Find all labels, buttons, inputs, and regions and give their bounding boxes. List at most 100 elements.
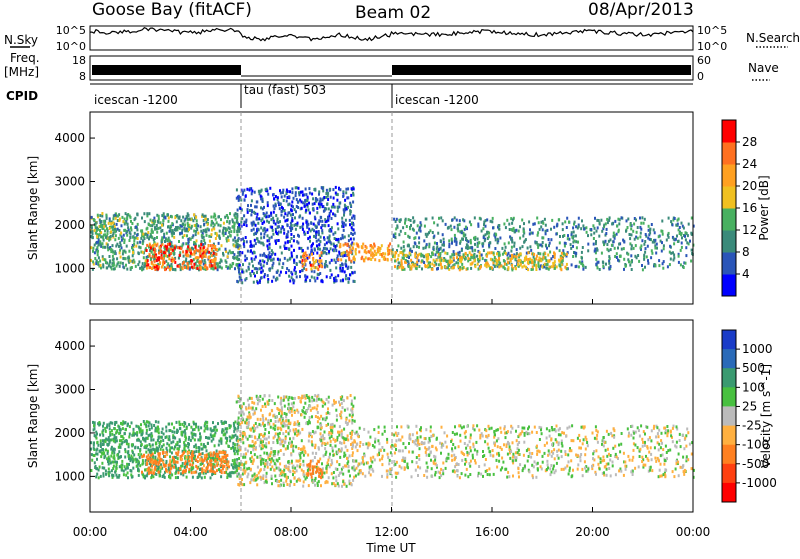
velocity-cell — [229, 436, 231, 439]
power-cell — [238, 199, 240, 202]
power-cell — [146, 267, 148, 270]
velocity-cell — [158, 435, 160, 438]
velocity-cell — [119, 439, 121, 442]
velocity-cell — [144, 445, 146, 448]
power-cell — [654, 231, 656, 234]
power-cell — [253, 244, 255, 247]
noise-left-tick-top: 10^5 — [56, 24, 86, 37]
power-cell — [611, 222, 613, 225]
power-cell — [216, 232, 218, 235]
velocity-cell — [286, 483, 288, 486]
velocity-cell — [191, 433, 193, 436]
power-cell — [483, 236, 485, 239]
colorbar-tick-label: 28 — [742, 135, 757, 149]
power-cell — [329, 276, 331, 279]
power-cell — [313, 229, 315, 232]
power-cell — [287, 190, 289, 193]
power-cell — [573, 240, 575, 243]
power-cell — [102, 236, 104, 239]
power-cell — [281, 266, 283, 269]
velocity-cell — [238, 457, 240, 460]
power-cell — [643, 258, 645, 261]
power-cell — [162, 219, 164, 222]
power-cell — [538, 221, 540, 224]
power-cell — [302, 190, 304, 193]
power-cell — [673, 238, 675, 241]
power-cell — [302, 223, 304, 226]
power-cell — [418, 246, 420, 249]
velocity-cell — [181, 431, 183, 434]
velocity-cell — [184, 429, 186, 432]
velocity-cell — [111, 429, 113, 432]
velocity-cell — [128, 443, 130, 446]
power-cell — [514, 242, 516, 245]
power-cell — [663, 244, 665, 247]
power-cell — [355, 252, 357, 255]
power-cell — [522, 245, 524, 248]
power-cell — [554, 256, 556, 259]
power-cell — [472, 262, 474, 265]
power-cell — [608, 255, 610, 258]
power-cell — [307, 223, 309, 226]
power-cell — [187, 242, 189, 245]
power-cell — [545, 256, 547, 259]
velocity-cell — [270, 451, 272, 454]
power-cell — [562, 228, 564, 231]
power-cell — [381, 244, 383, 247]
power-cell — [634, 238, 636, 241]
power-cell — [260, 195, 262, 198]
power-cell — [286, 223, 288, 226]
power-cell — [154, 268, 156, 271]
power-cell — [459, 230, 461, 233]
power-cell — [592, 224, 594, 227]
power-cell — [144, 265, 146, 268]
velocity-cell — [204, 430, 206, 433]
power-cell — [287, 259, 289, 262]
power-cell — [236, 255, 238, 258]
velocity-cell — [146, 429, 148, 432]
power-cell — [494, 247, 496, 250]
velocity-cell — [191, 457, 193, 460]
power-cell — [246, 224, 248, 227]
power-cell — [208, 256, 210, 259]
velocity-cell — [116, 463, 118, 466]
power-cell — [197, 224, 199, 227]
power-cell — [328, 207, 330, 210]
velocity-cell — [197, 426, 199, 429]
power-cell — [109, 227, 111, 230]
power-cell — [247, 204, 249, 207]
power-cell — [523, 227, 525, 230]
power-cell — [197, 267, 199, 270]
velocity-cell — [221, 461, 223, 464]
power-cell — [291, 209, 293, 212]
velocity-cell — [224, 433, 226, 436]
velocity-cell — [95, 431, 97, 434]
power-cell — [139, 267, 141, 270]
power-cell — [614, 220, 616, 223]
power-cell — [610, 238, 612, 241]
power-cell — [120, 256, 122, 259]
power-cell — [233, 230, 235, 233]
power-cell — [291, 191, 293, 194]
power-cell — [571, 263, 573, 266]
power-cell — [92, 250, 94, 253]
power-cell — [101, 212, 103, 215]
velocity-cell — [152, 475, 154, 478]
velocity-cell — [189, 463, 191, 466]
power-cell — [182, 244, 184, 247]
velocity-cell — [100, 455, 102, 458]
power-cell — [187, 224, 189, 227]
velocity-cell — [125, 450, 127, 453]
power-cell — [648, 225, 650, 228]
power-cell — [283, 228, 285, 231]
velocity-cell — [237, 426, 239, 429]
power-cell — [286, 200, 288, 203]
power-cell — [549, 242, 551, 245]
power-cell — [145, 233, 147, 236]
power-cell — [253, 228, 255, 231]
power-cell — [645, 233, 647, 236]
velocity-cell — [198, 446, 200, 449]
power-cell — [253, 221, 255, 224]
